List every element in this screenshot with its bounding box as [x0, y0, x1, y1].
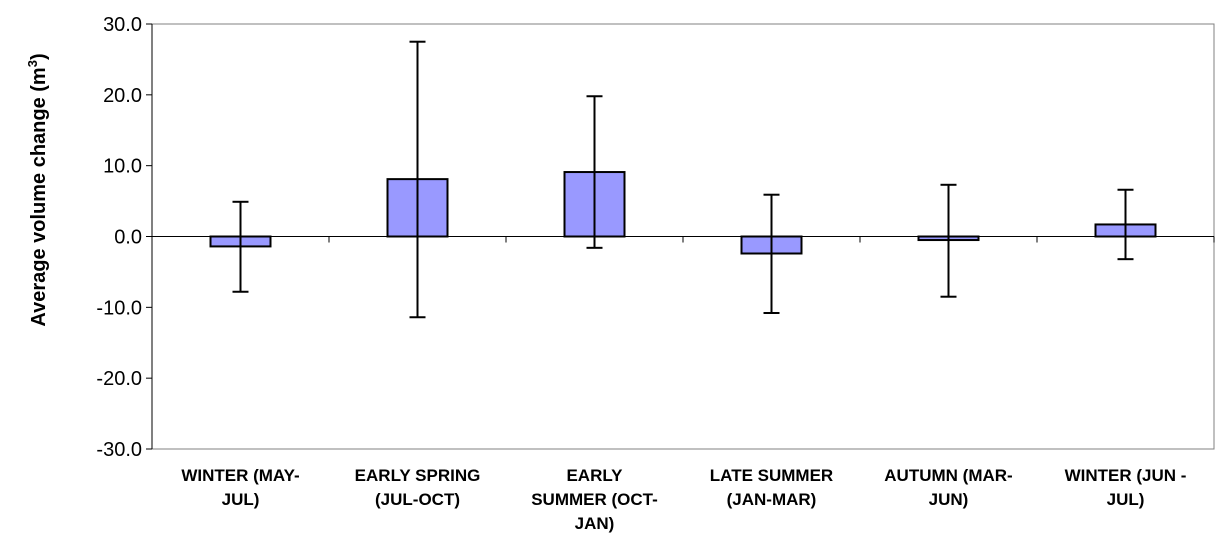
y-axis-title: Average volume change (m3) — [25, 53, 50, 326]
y-tick-label: 20.0 — [103, 85, 142, 107]
category-label: WINTER (JUN -JUL) — [1065, 466, 1187, 509]
labels: WINTER (MAY-JUL) EARLY SPRING (JUL-OCT) EAR… — [181, 466, 1186, 533]
y-tick-label: -30.0 — [96, 439, 142, 461]
category-label: LATE SUMMER (JAN-MAR) — [710, 466, 833, 509]
y-tick-label: -10.0 — [96, 297, 142, 319]
y-tick-label: 30.0 — [103, 14, 142, 36]
bars — [209, 40, 1157, 319]
y-tick-label: 10.0 — [103, 156, 142, 178]
axes: 30.0 20.0 10.0 0.0 -10.0 -20.0 -30.0 — [96, 14, 1215, 461]
y-tick-label: 0.0 — [114, 227, 142, 249]
category-label: AUTUMN (MAR-JUN) — [884, 466, 1012, 509]
y-tick-label: -20.0 — [96, 368, 142, 390]
category-label: WINTER (MAY-JUL) — [181, 466, 299, 509]
category-label: EARLY SPRING (JUL-OCT) — [355, 466, 481, 509]
category-label: EARLY SUMMER (OCT-JAN) — [531, 466, 658, 533]
